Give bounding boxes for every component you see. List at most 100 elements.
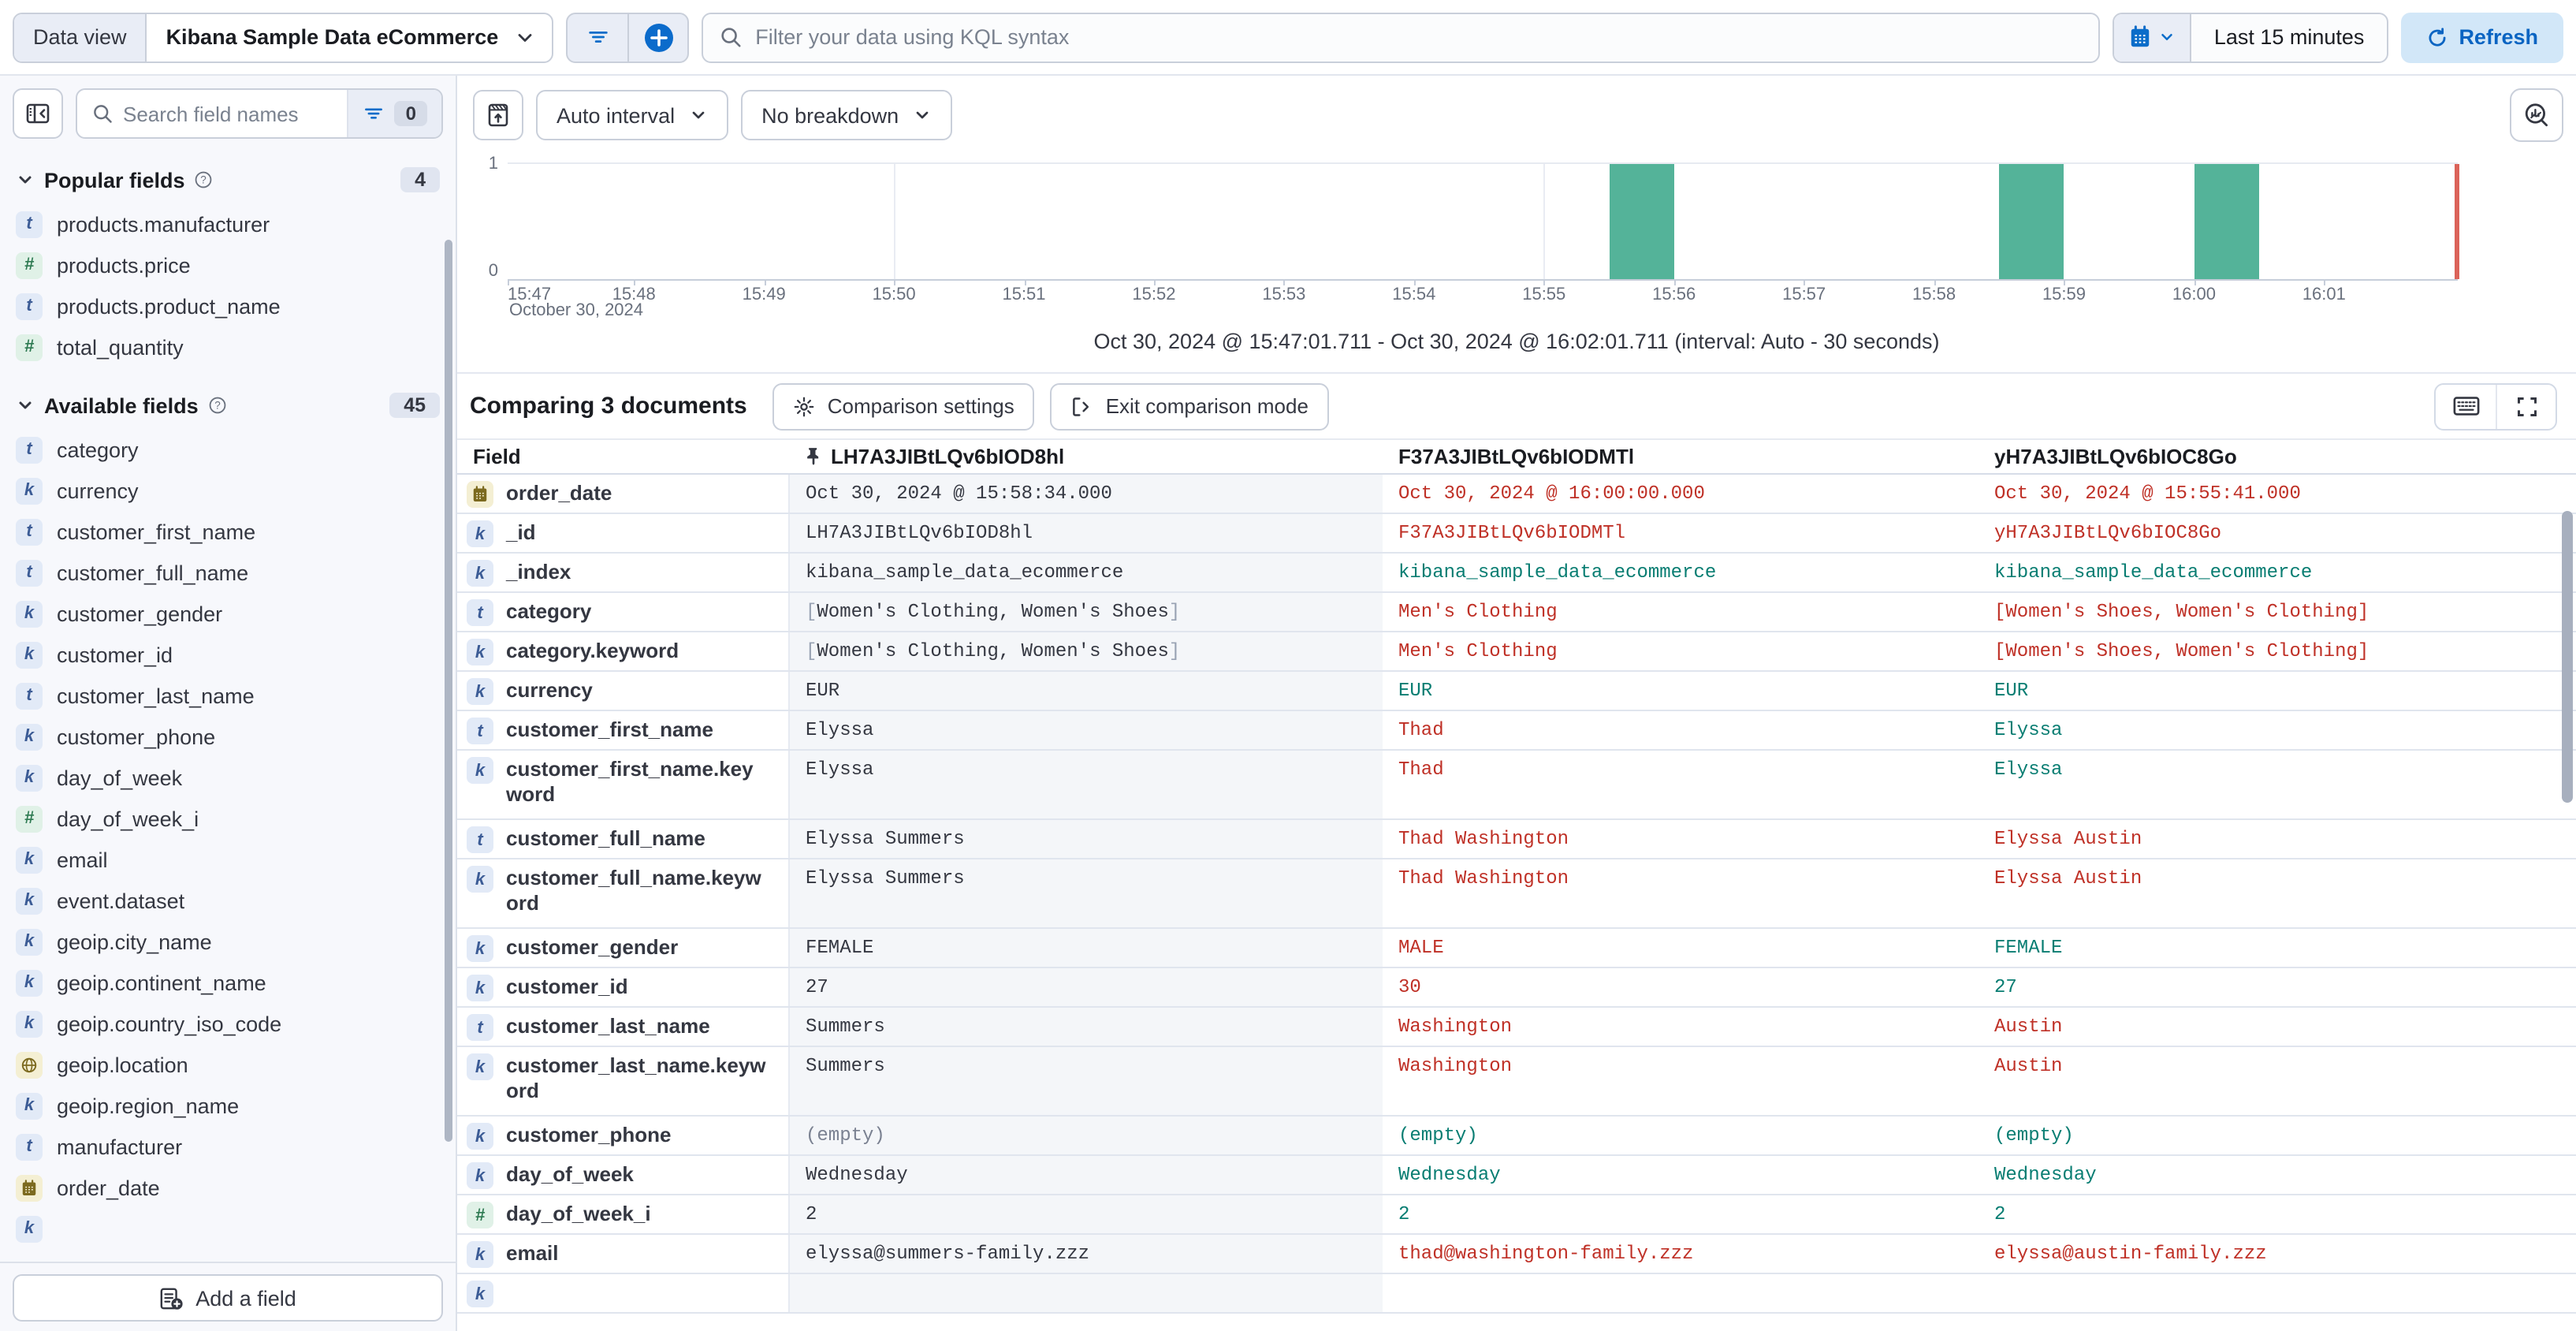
doc-value: Elyssa: [806, 719, 874, 741]
comparison-title: Comparing 3 documents: [470, 393, 747, 419]
date-picker-prepend[interactable]: [2114, 13, 2192, 61]
field-item-label: customer_last_name: [57, 684, 255, 707]
edit-visualization-button[interactable]: [2510, 88, 2563, 142]
field-search-input[interactable]: [123, 102, 348, 125]
field-item[interactable]: t manufacturer: [13, 1129, 443, 1164]
field-item-label: email: [57, 848, 108, 871]
field-item[interactable]: order_date: [13, 1170, 443, 1205]
query-input[interactable]: [755, 25, 2083, 49]
help-circle-icon: ?: [208, 396, 227, 415]
field-item[interactable]: # products.price: [13, 248, 443, 282]
field-item[interactable]: t customer_first_name: [13, 514, 443, 549]
x-axis-tick: [2064, 279, 2066, 285]
refresh-icon: [2425, 26, 2448, 48]
field-name: category: [506, 599, 592, 623]
field-item[interactable]: # total_quantity: [13, 330, 443, 364]
doc-value-cell: yH7A3JIBtLQv6bIOC8Go: [1979, 514, 2576, 552]
data-view-value: Kibana Sample Data eCommerce: [166, 25, 499, 49]
add-field-button[interactable]: Add a field: [13, 1274, 443, 1322]
filter-menu-button[interactable]: [568, 13, 627, 61]
field-item[interactable]: t products.product_name: [13, 289, 443, 323]
exit-comparison-button[interactable]: Exit comparison mode: [1050, 382, 1329, 430]
x-axis-tick: [2194, 279, 2196, 285]
field-item[interactable]: t customer_full_name: [13, 555, 443, 590]
field-item[interactable]: # day_of_week_i: [13, 801, 443, 836]
field-item[interactable]: k geoip.region_name: [13, 1088, 443, 1123]
field-name-cell: k customer_phone: [457, 1117, 790, 1154]
table-scrollbar[interactable]: [2562, 511, 2573, 803]
field-type-k-icon: k: [16, 723, 43, 750]
table-row: k customer_gender FEMALE MALE FEMALE: [457, 929, 2576, 968]
field-item[interactable]: k event.dataset: [13, 883, 443, 918]
field-search[interactable]: 0: [76, 88, 443, 139]
doc-value: Washington: [1398, 1055, 1513, 1077]
field-item[interactable]: geoip.location: [13, 1047, 443, 1082]
histogram-bar[interactable]: [1609, 164, 1674, 279]
doc-value-cell: Wednesday: [790, 1156, 1383, 1194]
field-item-label: customer_first_name: [57, 520, 256, 543]
doc-value-cell: [Women's Clothing, Women's Shoes]: [790, 632, 1383, 670]
kql-query-bar[interactable]: [702, 12, 2101, 62]
y-axis-tick-label: 0: [488, 262, 498, 281]
field-item[interactable]: t customer_last_name: [13, 678, 443, 713]
x-axis-tick-label: 15:58: [1912, 285, 1956, 304]
field-item[interactable]: k customer_phone: [13, 719, 443, 754]
field-item[interactable]: k customer_id: [13, 637, 443, 672]
histogram-bar[interactable]: [2194, 164, 2259, 279]
table-row: # day_of_week_i 2 2 2: [457, 1195, 2576, 1235]
field-item[interactable]: k geoip.city_name: [13, 924, 443, 959]
field-item[interactable]: k currency: [13, 473, 443, 508]
add-filter-button[interactable]: [627, 13, 687, 61]
field-type-geo-icon: [16, 1051, 43, 1078]
time-range-picker[interactable]: Last 15 minutes: [2113, 12, 2388, 62]
field-type-t-icon: t: [16, 559, 43, 586]
data-view-picker[interactable]: Data view Kibana Sample Data eCommerce: [13, 12, 554, 62]
field-name-cell: k customer_gender: [457, 929, 790, 967]
field-type-k-icon: k: [467, 935, 493, 962]
collapse-sidebar-button[interactable]: [13, 88, 63, 139]
field-type-t-icon: t: [16, 211, 43, 237]
comparison-table-body: order_date Oct 30, 2024 @ 15:58:34.000 Oct…: [457, 475, 2576, 1314]
field-item[interactable]: k geoip.country_iso_code: [13, 1006, 443, 1041]
field-type-t-icon: t: [467, 1014, 493, 1041]
field-item[interactable]: k: [13, 1211, 443, 1246]
doc-value: Elyssa Austin: [1994, 867, 2142, 889]
doc-value: Elyssa Summers: [806, 867, 965, 889]
comparison-settings-button[interactable]: Comparison settings: [772, 382, 1035, 430]
doc-value-cell: kibana_sample_data_ecommerce: [1979, 554, 2576, 591]
field-item[interactable]: k customer_gender: [13, 596, 443, 631]
field-item[interactable]: k email: [13, 842, 443, 877]
field-item[interactable]: t products.manufacturer: [13, 207, 443, 241]
field-item-label: geoip.country_iso_code: [57, 1012, 282, 1035]
refresh-button[interactable]: Refresh: [2400, 12, 2563, 62]
table-row: t customer_first_name Elyssa Thad Elyssa: [457, 711, 2576, 751]
histogram-bar[interactable]: [1999, 164, 2064, 279]
doc-value: 27: [806, 976, 828, 998]
field-item-label: products.price: [57, 253, 191, 277]
comparison-toolbar: Comparing 3 documents Comparison setting…: [457, 374, 2576, 438]
doc-value: Washington: [1398, 1016, 1513, 1038]
table-row: k: [457, 1274, 2576, 1314]
field-item[interactable]: t category: [13, 432, 443, 467]
x-axis-tick-label: 16:01: [2302, 285, 2346, 304]
hide-chart-icon: [486, 103, 511, 128]
field-item[interactable]: k day_of_week: [13, 760, 443, 795]
field-item-label: geoip.city_name: [57, 930, 212, 953]
field-item[interactable]: k geoip.continent_name: [13, 965, 443, 1000]
hide-chart-button[interactable]: [473, 90, 523, 140]
popular-fields-header[interactable]: Popular fields ? 4: [16, 167, 440, 192]
table-row: k customer_first_name.keyword Elyssa Thad El…: [457, 751, 2576, 820]
interval-select[interactable]: Auto interval: [536, 90, 729, 140]
sidebar-scrollbar[interactable]: [445, 240, 452, 1142]
field-filter-append[interactable]: 0: [347, 90, 441, 137]
available-fields-header[interactable]: Available fields ? 45: [16, 393, 440, 418]
field-name: customer_first_name.keyword: [506, 757, 754, 806]
keyboard-shortcuts-button[interactable]: [2436, 384, 2496, 428]
breakdown-select[interactable]: No breakdown: [741, 90, 953, 140]
x-axis-tick: [1413, 279, 1416, 285]
field-type-k-icon: k: [467, 1053, 493, 1080]
fullscreen-button[interactable]: [2496, 384, 2556, 428]
keyboard-icon: [2452, 396, 2479, 416]
field-type-number-icon: #: [16, 334, 43, 360]
